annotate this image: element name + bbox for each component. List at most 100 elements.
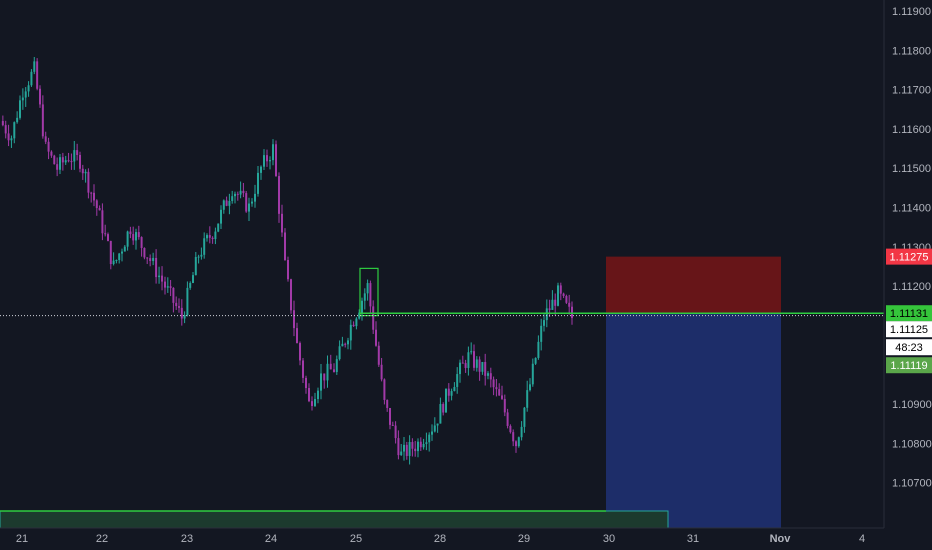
candle-body xyxy=(203,238,206,255)
candle-body xyxy=(523,407,526,427)
candle-body xyxy=(263,155,265,167)
candle-body xyxy=(189,282,192,288)
candle-body xyxy=(93,192,95,201)
candle-body xyxy=(16,117,19,123)
candle-body xyxy=(13,122,16,139)
candle-body xyxy=(562,293,565,296)
candle-body xyxy=(450,391,453,396)
date-tick-label: 28 xyxy=(434,533,446,545)
candle-body xyxy=(540,325,543,342)
candle-body xyxy=(186,287,189,315)
candle-body xyxy=(200,254,203,257)
candle-body xyxy=(101,210,104,234)
candle-body xyxy=(79,154,81,169)
candle-body xyxy=(529,384,531,391)
candle-body xyxy=(335,359,338,372)
candle-body xyxy=(397,438,400,456)
candle-body xyxy=(155,257,158,278)
candle-body xyxy=(24,91,27,98)
candle-body xyxy=(408,442,411,456)
candle-body xyxy=(56,164,59,170)
candle-body xyxy=(484,361,487,376)
candle-body xyxy=(386,399,389,408)
candle-body xyxy=(73,150,76,162)
candle-body xyxy=(90,192,93,194)
date-tick-label: 23 xyxy=(181,533,193,545)
candle-body xyxy=(447,388,450,396)
date-tick-label: 29 xyxy=(518,533,530,545)
candle-body xyxy=(242,190,245,194)
candle-body xyxy=(115,260,118,262)
candle-body xyxy=(554,299,557,306)
candle-body xyxy=(506,412,509,426)
position-zones xyxy=(0,256,781,529)
candle-body xyxy=(164,281,166,288)
candle-body xyxy=(239,190,242,195)
time-axis[interactable]: 21 22 23 24 25 28 29 30 31 Nov 4 xyxy=(16,533,865,545)
candle-body xyxy=(293,310,295,329)
candle-body xyxy=(557,285,559,306)
date-tick-label: 25 xyxy=(350,533,362,545)
candle-body xyxy=(112,260,115,265)
candle-body xyxy=(135,232,137,241)
candle-body xyxy=(347,340,349,345)
price-tick-label: 1.10800 xyxy=(892,438,932,450)
candle-body xyxy=(311,401,313,406)
candle-body xyxy=(349,324,352,341)
date-tick-label: Nov xyxy=(770,533,792,545)
candle-body xyxy=(320,373,322,391)
candle-body xyxy=(383,379,386,400)
candle-body xyxy=(478,359,481,372)
candle-body xyxy=(194,257,197,276)
candle-body xyxy=(50,151,53,156)
candle-body xyxy=(257,172,259,194)
candle-body xyxy=(338,346,341,360)
candle-body xyxy=(551,299,554,310)
candle-body xyxy=(341,343,344,347)
candle-body xyxy=(183,314,186,319)
candle-body xyxy=(559,285,562,294)
candle-body xyxy=(278,176,280,214)
candle-body xyxy=(21,97,24,101)
candle-body xyxy=(236,193,239,195)
stop-loss-zone[interactable] xyxy=(606,256,781,314)
candle-body xyxy=(489,373,492,380)
candle-body xyxy=(442,404,445,413)
candle-body xyxy=(166,286,169,288)
candle-body xyxy=(470,351,473,353)
candle-body xyxy=(403,444,405,452)
candle-body xyxy=(281,213,283,233)
candle-body xyxy=(222,200,225,210)
candle-body xyxy=(41,104,44,137)
candle-body xyxy=(526,390,529,408)
candle-body xyxy=(172,287,175,303)
candle-body xyxy=(126,231,129,247)
candle-body xyxy=(149,258,152,261)
entry-price-tag-background xyxy=(886,305,932,322)
candle-body xyxy=(459,362,461,375)
candle-body xyxy=(344,343,347,345)
candle-body xyxy=(30,71,33,86)
candle-body xyxy=(211,237,214,240)
candle-body xyxy=(366,283,369,294)
take-profit-zone[interactable] xyxy=(606,313,781,528)
date-tick-label: 22 xyxy=(96,533,108,545)
candle-body xyxy=(548,308,551,310)
price-tick-label: 1.11800 xyxy=(892,45,931,57)
candle-body xyxy=(352,324,355,327)
candle-body xyxy=(520,426,523,438)
candle-body xyxy=(178,306,180,308)
candle-body xyxy=(208,235,211,238)
candle-body xyxy=(375,329,377,346)
candle-body xyxy=(275,144,277,177)
candle-body xyxy=(467,352,470,368)
demand-zone[interactable] xyxy=(0,510,669,529)
candle-body xyxy=(84,171,87,174)
date-tick-label: 24 xyxy=(265,533,277,545)
price-tick-label: 1.11900 xyxy=(892,6,931,18)
candle-body xyxy=(363,293,366,301)
candle-body xyxy=(503,398,506,413)
candle-body xyxy=(509,425,512,433)
candle-body xyxy=(417,441,419,452)
